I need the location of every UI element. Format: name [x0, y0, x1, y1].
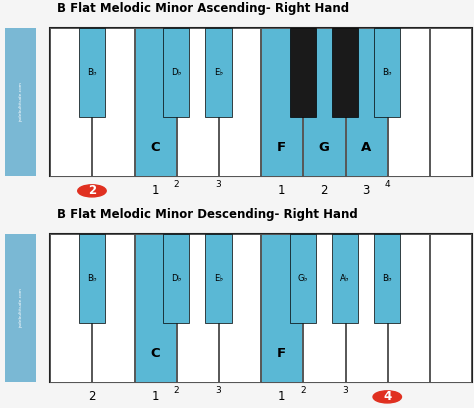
- Bar: [219, 234, 260, 382]
- Text: G♭: G♭: [298, 274, 308, 283]
- Bar: [261, 28, 302, 176]
- Text: 1: 1: [278, 390, 285, 404]
- Text: C: C: [150, 141, 160, 154]
- Text: B Flat Melodic Minor Ascending- Right Hand: B Flat Melodic Minor Ascending- Right Ha…: [57, 2, 349, 15]
- Bar: [79, 28, 105, 117]
- Text: 2: 2: [173, 180, 179, 189]
- Text: jadebultitude.com: jadebultitude.com: [19, 82, 23, 122]
- Text: B♭: B♭: [87, 274, 97, 283]
- Bar: [177, 28, 218, 176]
- Text: 3: 3: [363, 184, 370, 197]
- Text: 3: 3: [216, 386, 221, 395]
- Text: E♭: E♭: [214, 274, 223, 283]
- Bar: [163, 28, 190, 117]
- Bar: [332, 234, 358, 323]
- Bar: [50, 234, 472, 382]
- Bar: [303, 28, 345, 176]
- Text: D♭: D♭: [171, 274, 182, 283]
- Bar: [332, 28, 358, 117]
- Bar: [290, 28, 316, 117]
- Bar: [135, 28, 176, 176]
- Bar: [261, 234, 302, 382]
- Text: A: A: [361, 141, 371, 154]
- Text: 2: 2: [88, 390, 96, 404]
- Text: 4: 4: [384, 180, 390, 189]
- Text: F: F: [277, 347, 286, 360]
- Text: D♭: D♭: [171, 68, 182, 77]
- Bar: [205, 28, 232, 117]
- Text: jadebultitude.com: jadebultitude.com: [19, 288, 23, 328]
- Bar: [430, 28, 471, 176]
- Bar: [5, 28, 36, 176]
- Text: E♭: E♭: [214, 68, 223, 77]
- Bar: [388, 234, 429, 382]
- Bar: [50, 28, 472, 176]
- Text: C: C: [150, 347, 160, 360]
- Circle shape: [373, 391, 401, 403]
- Text: B♭: B♭: [87, 68, 97, 77]
- Text: A♭: A♭: [340, 274, 350, 283]
- Bar: [163, 234, 190, 323]
- Bar: [135, 234, 176, 382]
- Bar: [5, 234, 36, 382]
- Bar: [50, 234, 91, 382]
- Bar: [219, 28, 260, 176]
- Text: 4: 4: [383, 390, 392, 404]
- Bar: [430, 234, 471, 382]
- Bar: [205, 234, 232, 323]
- Text: 1: 1: [152, 390, 159, 404]
- Text: 2: 2: [173, 386, 179, 395]
- Bar: [79, 234, 105, 323]
- Bar: [50, 28, 91, 176]
- Bar: [92, 28, 134, 176]
- Text: 1: 1: [278, 184, 285, 197]
- Bar: [374, 234, 401, 323]
- Text: 2: 2: [300, 386, 306, 395]
- Bar: [92, 234, 134, 382]
- Bar: [177, 234, 218, 382]
- Bar: [290, 234, 316, 323]
- Text: 3: 3: [342, 386, 348, 395]
- Text: 2: 2: [320, 184, 328, 197]
- Circle shape: [78, 185, 106, 197]
- Bar: [374, 28, 401, 117]
- Bar: [303, 234, 345, 382]
- Text: 3: 3: [216, 180, 221, 189]
- Bar: [388, 28, 429, 176]
- Text: 2: 2: [88, 184, 96, 197]
- Text: G: G: [319, 141, 329, 154]
- Text: B Flat Melodic Minor Descending- Right Hand: B Flat Melodic Minor Descending- Right H…: [57, 208, 357, 221]
- Text: 1: 1: [152, 184, 159, 197]
- Bar: [346, 234, 387, 382]
- Text: B♭: B♭: [383, 274, 392, 283]
- Bar: [346, 28, 387, 176]
- Text: F: F: [277, 141, 286, 154]
- Text: B♭: B♭: [383, 68, 392, 77]
